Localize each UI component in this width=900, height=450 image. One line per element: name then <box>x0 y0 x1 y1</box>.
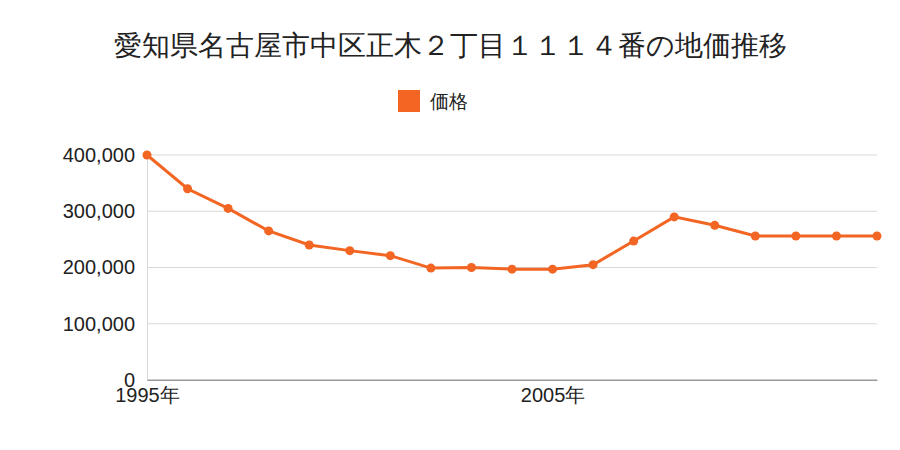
y-axis-line <box>147 156 148 381</box>
y-tick-label: 100,000 <box>63 313 135 335</box>
marker <box>264 226 273 235</box>
grid <box>147 155 877 380</box>
marker <box>710 221 719 230</box>
grid-line <box>147 323 877 324</box>
chart: 愛知県名古屋市中区正木２丁目１１１４番の地価推移0100,000200,0003… <box>0 0 900 450</box>
marker <box>548 265 557 274</box>
line <box>147 155 877 269</box>
y-tick: 400,000 <box>63 144 147 166</box>
y-tick: 100,000 <box>63 313 147 335</box>
marker <box>791 232 800 241</box>
marker <box>629 237 638 246</box>
marker <box>183 184 192 193</box>
marker <box>143 151 152 160</box>
x-axis: 1995年 2005年 <box>115 380 877 406</box>
marker <box>305 241 314 250</box>
y-tick: 200,000 <box>63 256 147 278</box>
marker <box>467 263 476 272</box>
marker <box>751 232 760 241</box>
x-tick-label: 2005年 <box>521 384 586 406</box>
y-tick: 300,000 <box>63 200 147 222</box>
y-axis: 0100,000200,000300,000400,000 <box>63 144 148 391</box>
x-tick: 2005年 <box>521 380 586 406</box>
marker <box>386 251 395 260</box>
plot-area <box>143 151 882 274</box>
legend: 価格 <box>398 90 468 112</box>
marker <box>426 264 435 273</box>
x-tick-label: 1995年 <box>115 384 180 406</box>
marker <box>508 265 517 274</box>
marker <box>873 232 882 241</box>
x-axis-line <box>148 380 878 381</box>
grid-line <box>147 211 877 212</box>
y-tick-label: 300,000 <box>63 200 135 222</box>
y-tick-label: 400,000 <box>63 144 135 166</box>
title: 愛知県名古屋市中区正木２丁目１１１４番の地価推移 <box>114 29 787 62</box>
marker <box>832 232 841 241</box>
grid-line <box>147 155 877 156</box>
x-tick: 1995年 <box>115 380 180 406</box>
marker <box>670 212 679 221</box>
legend-label: 価格 <box>430 90 468 112</box>
grid-line <box>147 380 877 381</box>
marker <box>345 246 354 255</box>
legend-swatch <box>398 90 420 112</box>
y-tick-label: 200,000 <box>63 256 135 278</box>
marker <box>589 260 598 269</box>
marker <box>224 204 233 213</box>
